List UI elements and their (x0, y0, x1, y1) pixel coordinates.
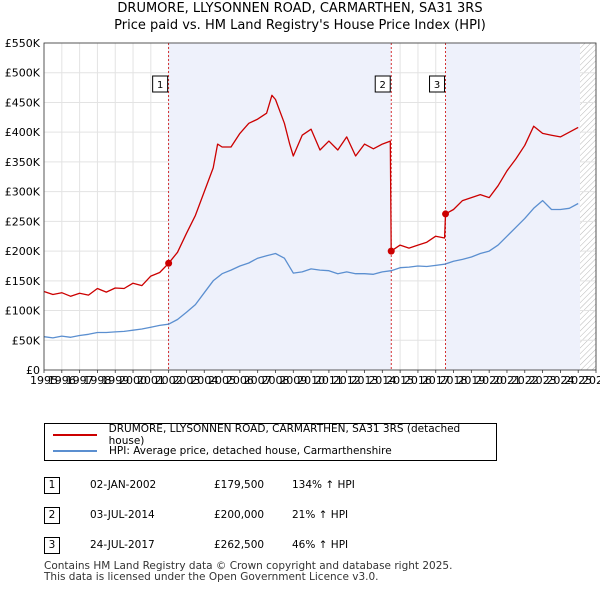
x-tick-label: 2020 (475, 374, 503, 387)
sale-date: 03-JUL-2014 (90, 509, 155, 521)
x-tick-label: 2024 (546, 374, 574, 387)
hpi-series-line (43, 199, 579, 339)
sale-marker-label: 3 (434, 80, 440, 91)
y-tick-label: £300K (5, 186, 41, 199)
plot-frame (43, 42, 597, 371)
x-tick-label: 2017 (422, 374, 450, 387)
y-tick-label: £100K (5, 305, 41, 318)
x-tick-label: 2026 (582, 374, 600, 387)
y-tick-label: £150K (5, 275, 41, 288)
table-row: 3 24-JUL-2017 £262,500 46% ↑ HPI (44, 537, 404, 557)
x-tick-label: 1999 (101, 374, 129, 387)
forecast-hatch (579, 43, 596, 370)
legend-item-hpi: HPI: Average price, detached house, Carm… (53, 444, 392, 458)
x-tick-label: 2023 (529, 374, 557, 387)
x-tick-label: 2010 (297, 374, 325, 387)
sale-number-badge: 1 (44, 477, 60, 494)
y-tick-label: £450K (5, 96, 41, 109)
x-tick-label: 1996 (48, 374, 76, 387)
x-tick-label: 2000 (119, 374, 147, 387)
sale-point (165, 259, 173, 267)
sale-marker-box (152, 75, 169, 93)
y-tick-label: £50K (12, 334, 41, 347)
x-tick-label: 1998 (83, 374, 111, 387)
x-tick-label: 2005 (208, 374, 236, 387)
footer: Contains HM Land Registry data © Crown c… (44, 561, 452, 583)
chart-title-block: DRUMORE, LLYSONNEN ROAD, CARMARTHEN, SA3… (0, 0, 600, 34)
sale-price: £179,500 (214, 479, 265, 491)
legend-label-property: DRUMORE, LLYSONNEN ROAD, CARMARTHEN, SA3… (108, 423, 461, 447)
sale-marker-label: 2 (380, 80, 386, 91)
table-row: 2 03-JUL-2014 £200,000 21% ↑ HPI (44, 507, 404, 527)
x-tick-label: 2016 (404, 374, 432, 387)
y-tick-label: £200K (5, 245, 41, 258)
sale-point (387, 247, 395, 255)
x-tick-label: 2006 (226, 374, 254, 387)
legend-item-property: DRUMORE, LLYSONNEN ROAD, CARMARTHEN, SA3… (53, 423, 496, 447)
x-tick-label: 2021 (493, 374, 521, 387)
y-tick-label: £500K (5, 67, 41, 80)
x-tick-label: 2001 (137, 374, 165, 387)
x-tick-label: 2008 (261, 374, 289, 387)
chart-subtitle: Price paid vs. HM Land Registry's House … (114, 18, 486, 33)
x-tick-label: 2018 (440, 374, 468, 387)
chart-title: DRUMORE, LLYSONNEN ROAD, CARMARTHEN, SA3… (117, 1, 483, 16)
sale-date: 24-JUL-2017 (90, 539, 155, 551)
sale-price: £262,500 (214, 539, 265, 551)
x-tick-label: 2012 (333, 374, 361, 387)
x-tick-label: 2002 (155, 374, 183, 387)
sale-marker-box (374, 75, 391, 93)
sale-hpi-change: 46% ↑ HPI (292, 539, 349, 551)
x-tick-label: 2015 (386, 374, 414, 387)
sale-price: £200,000 (214, 509, 265, 521)
sale-hpi-change: 134% ↑ HPI (292, 479, 355, 491)
y-tick-label: £400K (5, 126, 41, 139)
x-tick-label: 2011 (315, 374, 343, 387)
y-tick-label: £550K (5, 37, 41, 50)
x-tick-label: 2007 (244, 374, 272, 387)
x-tick-label: 2014 (368, 374, 396, 387)
x-tick-label: 1995 (30, 374, 58, 387)
table-row: 1 02-JAN-2002 £179,500 134% ↑ HPI (44, 477, 404, 497)
x-tick-label: 2003 (172, 374, 200, 387)
x-tick-label: 2025 (564, 374, 592, 387)
sale-number-badge: 3 (44, 537, 60, 554)
footer-license: This data is licensed under the Open Gov… (44, 571, 379, 583)
price-chart: 1 2 3 £0 £50K £100K £150K £200K £250K £300K £350K… (5, 37, 600, 387)
x-tick-label: 2009 (279, 374, 307, 387)
sale-number-badge: 2 (44, 507, 60, 524)
x-tick-label: 2004 (190, 374, 218, 387)
sale-hpi-change: 21% ↑ HPI (292, 509, 349, 521)
sale-point (442, 210, 450, 218)
legend-swatch-property (53, 434, 97, 436)
x-tick-label: 2019 (457, 374, 485, 387)
sale-date: 02-JAN-2002 (90, 479, 157, 491)
y-tick-label: £250K (5, 215, 41, 228)
legend: DRUMORE, LLYSONNEN ROAD, CARMARTHEN, SA3… (44, 423, 497, 461)
sale-period-shade (445, 43, 580, 370)
footer-copyright: Contains HM Land Registry data © Crown c… (44, 560, 453, 572)
sale-period-shade (168, 43, 392, 370)
sale-marker-label: 1 (157, 80, 163, 91)
x-tick-label: 2013 (351, 374, 379, 387)
x-tick-label: 2022 (511, 374, 539, 387)
property-series-line (43, 94, 579, 297)
y-tick-label: £0 (26, 364, 40, 377)
x-tick-label: 1997 (66, 374, 94, 387)
legend-label-hpi: HPI: Average price, detached house, Carm… (109, 445, 392, 457)
sale-marker-box (429, 75, 446, 93)
y-tick-label: £350K (5, 156, 41, 169)
legend-swatch-hpi (53, 450, 97, 452)
